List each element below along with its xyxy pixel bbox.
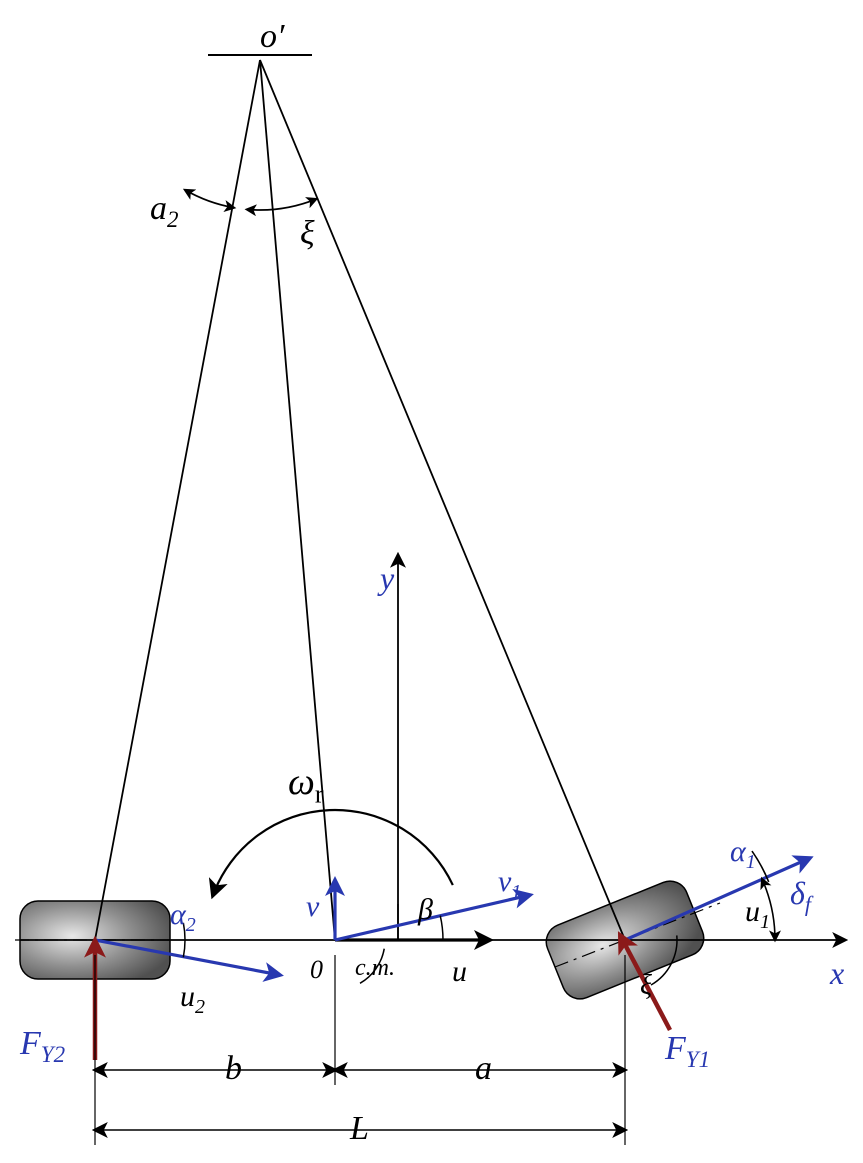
bicycle-model-diagram [0,0,863,1163]
label-b: b [225,1050,242,1088]
label-alpha1: α1 [730,835,756,874]
label-beta: β [418,893,433,927]
label-xi_bot: ξ [640,970,652,1002]
label-o_prime: o′ [260,18,284,56]
label-omega_r: ωr [288,760,324,810]
label-u: u [452,955,467,989]
label-delta_f: δf [790,875,811,917]
label-xi_top: ξ [300,215,315,253]
label-L: L [350,1110,369,1148]
label-nu1: ν1 [498,865,521,904]
label-FY2: FY2 [20,1025,65,1068]
label-alpha2: α2 [170,898,196,937]
label-x: x [830,955,844,992]
label-u2: u2 [180,980,205,1019]
label-a: a [475,1050,492,1088]
label-u1: u1 [745,895,770,934]
label-zero: 0 [310,955,323,985]
label-cm: c.m. [355,955,395,982]
label-nu: ν [306,890,319,924]
label-a2_top: a2 [150,190,179,233]
label-y: y [380,560,394,597]
label-FY1: FY1 [665,1030,710,1073]
